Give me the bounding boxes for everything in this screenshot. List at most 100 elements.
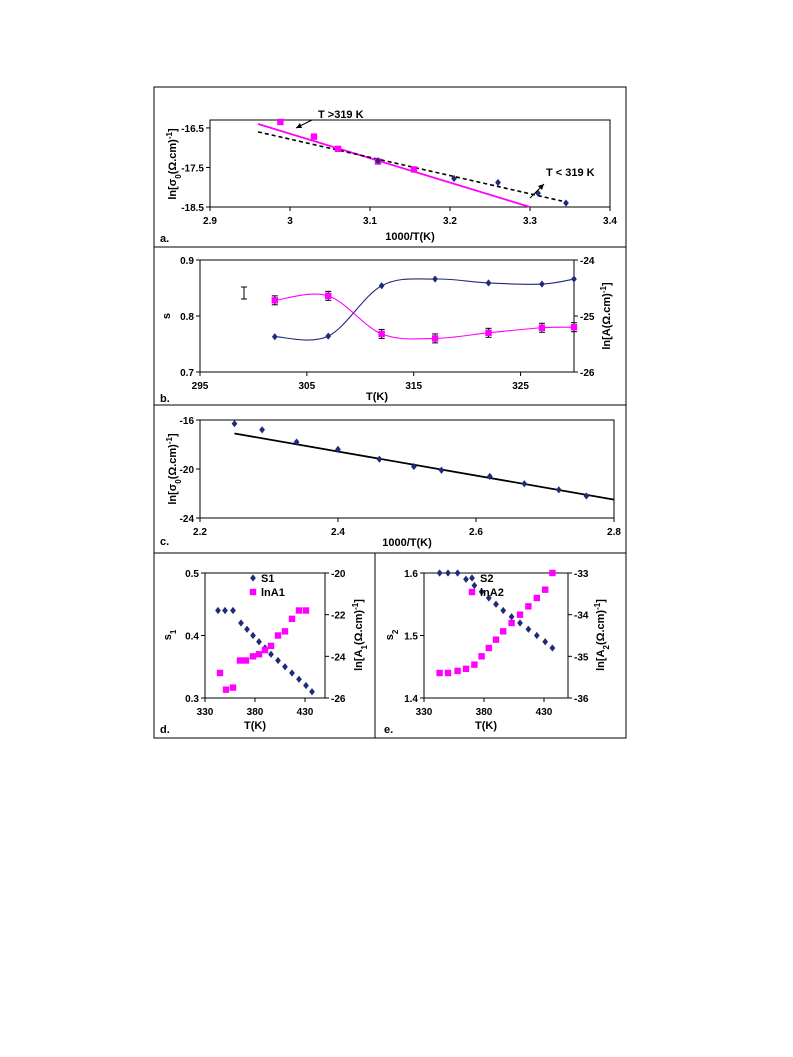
x-tick-label: 330: [197, 707, 214, 718]
data-point: [411, 462, 417, 471]
data-point: [436, 669, 443, 677]
fit-line: [257, 131, 563, 202]
y2-axis-label: ln[A(Ω.cm)-1]: [599, 282, 614, 350]
fit-line: [257, 123, 531, 208]
chart-panel-c: 2.2 2.4 2.6 2.8 -16 -20 -24 1000/T(K) ln[σ0(Ω.cm…: [160, 416, 621, 549]
data-point: [500, 628, 507, 635]
legend-marker: [468, 588, 476, 596]
legend-marker: [249, 588, 257, 596]
x-tick-label: 430: [536, 707, 553, 718]
data-point: [303, 681, 309, 690]
data-point: [274, 632, 282, 639]
x-tick-label: 330: [416, 707, 433, 718]
data-point: [229, 684, 237, 691]
y2-tick-label: -24: [331, 652, 346, 663]
series-line: [274, 278, 575, 341]
panel-label: a.: [160, 233, 169, 245]
y2-tick-label: -33: [574, 569, 589, 580]
data-point: [325, 332, 332, 340]
data-point: [268, 650, 274, 658]
y2-tick-label: -35: [574, 652, 589, 663]
x-tick-label: 325: [512, 381, 529, 392]
y-tick-label: -24: [180, 514, 195, 525]
y-tick-label: 1.5: [404, 632, 418, 643]
data-point: [275, 656, 281, 665]
data-point: [542, 586, 549, 593]
data-point: [451, 174, 457, 183]
data-point: [533, 594, 540, 602]
plot-area: [199, 259, 575, 373]
panel-label: d.: [160, 724, 170, 736]
data-point: [485, 644, 492, 652]
data-point: [432, 275, 438, 283]
data-point: [288, 615, 296, 623]
chart-panel-d: 330 380 430 0.3 0.4 0.5 -26 -24 -22 -20 T(K) s1 ln[A…: [160, 569, 369, 736]
y-tick-label: 0.3: [185, 694, 199, 705]
x-tick-label: 380: [476, 707, 493, 718]
plot-area: [199, 419, 615, 519]
x-tick-label: 2.2: [193, 527, 207, 538]
data-point: [410, 166, 418, 173]
data-point: [571, 275, 577, 283]
x-tick-label: 3.1: [363, 216, 377, 227]
x-tick-label: 430: [297, 707, 314, 718]
data-point: [242, 657, 250, 664]
y-tick-label: -16: [180, 416, 195, 427]
legend-label: lnA2: [480, 587, 504, 599]
y2-tick-label: -24: [580, 256, 595, 267]
x-tick-label: 3: [287, 216, 293, 227]
data-point: [570, 324, 578, 331]
data-point: [454, 667, 461, 675]
data-point: [222, 686, 230, 693]
chart-panel-b: 295 305 315 325 0.7 0.8 0.9 -26 -25 -24 T(K) s ln[A(…: [160, 256, 613, 405]
chart-panel-e: 330 380 430 1.4 1.5 1.6 -36 -35 -34 -33 T(K) s2 ln[A…: [384, 569, 611, 736]
data-point: [485, 594, 492, 602]
data-point: [486, 472, 493, 480]
x-tick-label: 2.8: [607, 527, 621, 538]
data-point: [444, 669, 452, 677]
data-point: [236, 657, 244, 664]
x-tick-label: 2.6: [469, 527, 483, 538]
x-axis-label: T(K): [244, 720, 266, 732]
data-point: [282, 663, 288, 671]
data-point: [271, 333, 278, 341]
data-point: [492, 636, 500, 643]
data-point: [454, 569, 461, 577]
x-tick-label: 305: [299, 381, 316, 392]
legend-label: S2: [480, 573, 493, 585]
data-point: [222, 606, 228, 615]
x-tick-label: 3.4: [603, 216, 617, 227]
data-point: [471, 581, 478, 590]
y-tick-label: -18.5: [181, 203, 204, 214]
annotation: T < 319 K: [546, 167, 595, 179]
data-point: [436, 569, 443, 577]
y-axis-label: ln[σ0(Ω.cm)-1]: [165, 128, 183, 200]
data-point: [259, 426, 265, 434]
data-point: [525, 625, 532, 633]
data-point: [277, 118, 284, 126]
y2-tick-label: -22: [331, 611, 346, 622]
data-point: [462, 665, 470, 673]
data-point: [244, 625, 250, 633]
data-point: [231, 420, 238, 428]
data-point: [302, 607, 310, 614]
y-tick-label: -16.5: [181, 124, 204, 135]
y-axis-label: s1: [162, 629, 178, 640]
data-point: [431, 335, 439, 342]
panel-frames: [153, 86, 627, 739]
data-point: [378, 282, 385, 290]
y-tick-label: 0.7: [180, 368, 194, 379]
data-point: [335, 445, 341, 453]
data-point: [583, 492, 590, 500]
data-point: [563, 199, 569, 207]
y-axis-label: ln[σ0(Ω.cm)-1]: [165, 433, 183, 505]
fit-line: [234, 432, 615, 501]
x-tick-label: 3.3: [523, 216, 537, 227]
y2-tick-label: -20: [331, 569, 346, 580]
y-tick-label: 0.9: [180, 256, 194, 267]
data-point: [216, 669, 224, 677]
y2-tick-label: -26: [580, 368, 595, 379]
annotation: T >319 K: [318, 109, 364, 121]
y2-axis-label: ln[A2(Ω.cm)-1]: [593, 599, 611, 671]
